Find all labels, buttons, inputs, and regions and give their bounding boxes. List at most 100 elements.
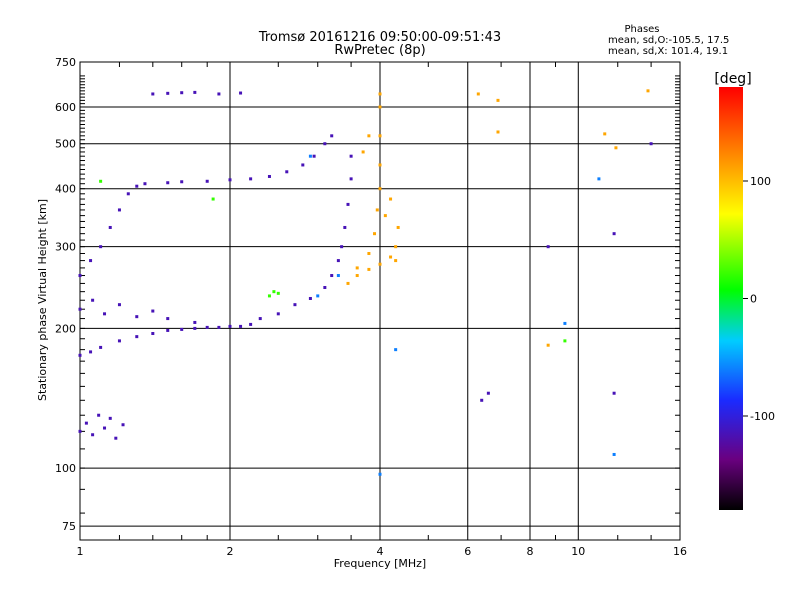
data-point xyxy=(343,225,347,229)
colorbar-tick-label: 100 xyxy=(750,175,771,188)
data-point xyxy=(267,294,271,298)
data-point xyxy=(301,163,305,167)
data-point xyxy=(180,327,184,331)
data-point xyxy=(378,134,382,138)
data-point xyxy=(383,214,387,218)
data-point xyxy=(646,89,650,93)
data-point xyxy=(103,426,107,430)
colorbar-tick-label: -100 xyxy=(750,410,775,423)
data-point xyxy=(135,315,139,319)
data-point xyxy=(394,259,398,263)
data-point xyxy=(276,312,280,316)
data-point xyxy=(228,178,232,182)
data-point xyxy=(346,281,350,285)
data-point xyxy=(323,142,327,146)
data-point xyxy=(612,232,616,236)
data-point xyxy=(121,423,125,427)
data-point xyxy=(108,416,112,420)
data-point xyxy=(117,303,121,307)
data-point xyxy=(330,134,334,138)
data-point xyxy=(389,255,393,259)
data-point xyxy=(239,324,243,328)
data-point xyxy=(228,324,232,328)
data-point xyxy=(603,132,607,136)
y-tick-label: 400 xyxy=(55,183,76,196)
data-point xyxy=(99,245,103,249)
data-point xyxy=(103,312,107,316)
legend-x-stats: mean, sd,X: 101.4, 19.1 xyxy=(608,46,728,57)
data-point xyxy=(89,259,93,263)
colorbar xyxy=(719,87,743,510)
colorbar-label: [deg] xyxy=(714,71,751,87)
data-point xyxy=(340,245,344,249)
colorbar-tick-label: 0 xyxy=(750,293,757,306)
chart-subtitle: RwPretec (8p) xyxy=(334,43,425,58)
y-tick-label: 100 xyxy=(55,462,76,475)
data-point xyxy=(276,291,280,295)
data-point xyxy=(375,208,379,212)
data-point xyxy=(330,274,334,278)
data-point xyxy=(91,298,95,302)
y-tick-label: 600 xyxy=(55,101,76,114)
x-tick-label: 1 xyxy=(77,545,84,558)
data-point xyxy=(496,98,500,102)
data-point xyxy=(336,259,340,263)
data-point xyxy=(649,142,653,146)
data-point xyxy=(166,91,170,95)
data-point xyxy=(546,343,550,347)
data-point xyxy=(180,180,184,184)
y-tick-label: 300 xyxy=(55,241,76,254)
data-point xyxy=(135,184,139,188)
x-axis-label: Frequency [MHz] xyxy=(334,557,426,570)
data-point xyxy=(476,92,480,96)
data-point xyxy=(612,452,616,456)
y-axis-label: Stationary phase Virtual Height [km] xyxy=(36,199,49,401)
data-point xyxy=(217,325,221,329)
data-point xyxy=(108,225,112,229)
data-point xyxy=(78,429,82,433)
data-point xyxy=(143,182,147,186)
data-point xyxy=(99,179,103,183)
data-point xyxy=(336,274,340,278)
x-tick-label: 10 xyxy=(571,545,585,558)
data-point xyxy=(117,339,121,343)
data-point xyxy=(205,179,209,183)
data-point xyxy=(193,320,197,324)
data-point xyxy=(151,92,155,96)
y-axis: 75 100 200 300 400 500 600 750 xyxy=(55,56,680,533)
data-point xyxy=(126,192,130,196)
data-point xyxy=(563,321,567,325)
data-point xyxy=(151,332,155,336)
data-point xyxy=(378,105,382,109)
data-point xyxy=(308,296,312,300)
data-point xyxy=(151,309,155,313)
data-point xyxy=(211,197,215,201)
data-point xyxy=(89,350,93,354)
data-point xyxy=(563,339,567,343)
data-point xyxy=(166,181,170,185)
data-point xyxy=(394,245,398,249)
data-point xyxy=(346,202,350,206)
data-point xyxy=(312,154,316,158)
data-point xyxy=(389,197,393,201)
data-point xyxy=(117,208,121,212)
x-tick-label: 8 xyxy=(527,545,534,558)
data-point xyxy=(285,170,289,174)
data-point xyxy=(97,413,101,417)
data-point xyxy=(166,328,170,332)
data-point xyxy=(394,348,398,352)
data-point xyxy=(349,177,353,181)
data-point xyxy=(258,317,262,321)
data-point xyxy=(249,322,253,326)
data-point xyxy=(480,398,484,402)
x-tick-label: 4 xyxy=(377,545,384,558)
data-points xyxy=(78,89,653,476)
x-tick-label: 16 xyxy=(673,545,687,558)
data-point xyxy=(378,187,382,191)
data-point xyxy=(78,353,82,357)
data-point xyxy=(91,433,95,437)
legend-o-stats: mean, sd,O:-105.5, 17.5 xyxy=(608,35,729,46)
data-point xyxy=(323,286,327,290)
grid-lines xyxy=(80,62,680,540)
data-point xyxy=(249,177,253,181)
